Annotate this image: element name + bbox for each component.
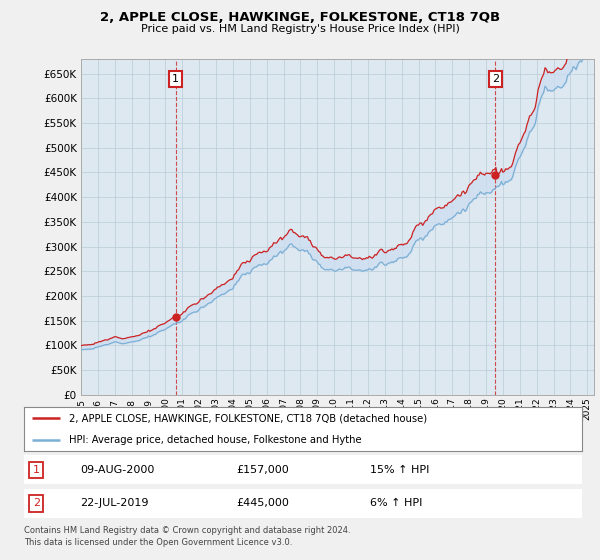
Text: 1: 1 — [172, 74, 179, 84]
Text: 09-AUG-2000: 09-AUG-2000 — [80, 465, 154, 475]
Text: Contains HM Land Registry data © Crown copyright and database right 2024.: Contains HM Land Registry data © Crown c… — [24, 526, 350, 535]
Text: 2: 2 — [33, 498, 40, 508]
Text: 15% ↑ HPI: 15% ↑ HPI — [370, 465, 430, 475]
Text: 6% ↑ HPI: 6% ↑ HPI — [370, 498, 422, 508]
Text: 2: 2 — [492, 74, 499, 84]
Text: £157,000: £157,000 — [236, 465, 289, 475]
Text: Price paid vs. HM Land Registry's House Price Index (HPI): Price paid vs. HM Land Registry's House … — [140, 24, 460, 34]
Text: £445,000: £445,000 — [236, 498, 289, 508]
Text: HPI: Average price, detached house, Folkestone and Hythe: HPI: Average price, detached house, Folk… — [68, 435, 361, 445]
Text: This data is licensed under the Open Government Licence v3.0.: This data is licensed under the Open Gov… — [24, 538, 292, 547]
Text: 2, APPLE CLOSE, HAWKINGE, FOLKESTONE, CT18 7QB: 2, APPLE CLOSE, HAWKINGE, FOLKESTONE, CT… — [100, 11, 500, 24]
Text: 2, APPLE CLOSE, HAWKINGE, FOLKESTONE, CT18 7QB (detached house): 2, APPLE CLOSE, HAWKINGE, FOLKESTONE, CT… — [68, 413, 427, 423]
Text: 1: 1 — [33, 465, 40, 475]
Text: 22-JUL-2019: 22-JUL-2019 — [80, 498, 148, 508]
